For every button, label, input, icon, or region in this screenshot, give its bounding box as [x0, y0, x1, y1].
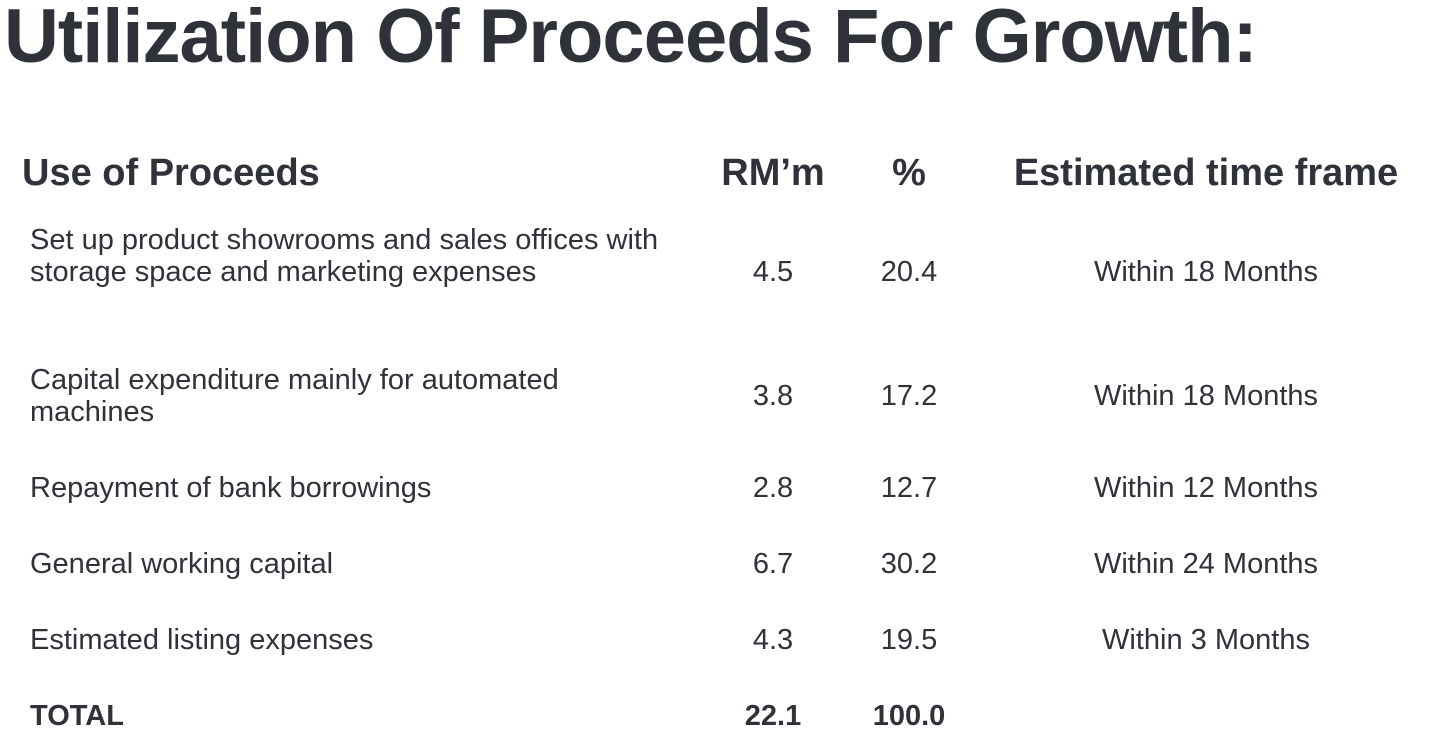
table-row: Repayment of bank borrowings 2.8 12.7 Wi… — [0, 472, 1441, 504]
cell-use: Set up product showrooms and sales offic… — [30, 224, 659, 288]
cell-use: Capital expenditure mainly for automated… — [30, 364, 559, 428]
total-rm: 22.1 — [744, 700, 802, 732]
cell-rm: 3.8 — [752, 380, 794, 412]
cell-use: Repayment of bank borrowings — [30, 472, 432, 504]
cell-rm: 6.7 — [752, 548, 794, 580]
cell-percent: 20.4 — [880, 256, 938, 288]
cell-percent: 30.2 — [880, 548, 938, 580]
header-percent: % — [892, 152, 926, 194]
header-time-frame: Estimated time frame — [1013, 152, 1399, 194]
cell-time-frame: Within 24 Months — [1093, 548, 1319, 580]
table-row: General working capital 6.7 30.2 Within … — [0, 548, 1441, 580]
total-label: TOTAL — [30, 700, 124, 732]
header-rm-million: RM’m — [721, 152, 825, 194]
cell-rm: 2.8 — [752, 472, 794, 504]
cell-time-frame: Within 18 Months — [1093, 256, 1319, 288]
header-use-of-proceeds: Use of Proceeds — [22, 152, 320, 194]
cell-percent: 12.7 — [880, 472, 938, 504]
cell-rm: 4.5 — [752, 256, 794, 288]
cell-time-frame: Within 12 Months — [1093, 472, 1319, 504]
cell-time-frame: Within 3 Months — [1102, 624, 1310, 656]
cell-time-frame: Within 18 Months — [1093, 380, 1319, 412]
total-percent: 100.0 — [872, 700, 946, 732]
cell-percent: 17.2 — [880, 380, 938, 412]
table-total-row: TOTAL 22.1 100.0 — [0, 700, 1441, 732]
table-row: Capital expenditure mainly for automated… — [0, 364, 1441, 428]
cell-use: Estimated listing expenses — [30, 624, 374, 656]
cell-percent: 19.5 — [880, 624, 938, 656]
table-row: Set up product showrooms and sales offic… — [0, 224, 1441, 320]
cell-rm: 4.3 — [752, 624, 794, 656]
page-title: Utilization Of Proceeds For Growth: — [4, 0, 1258, 79]
cell-use: General working capital — [30, 548, 334, 580]
table-row: Estimated listing expenses 4.3 19.5 With… — [0, 624, 1441, 656]
